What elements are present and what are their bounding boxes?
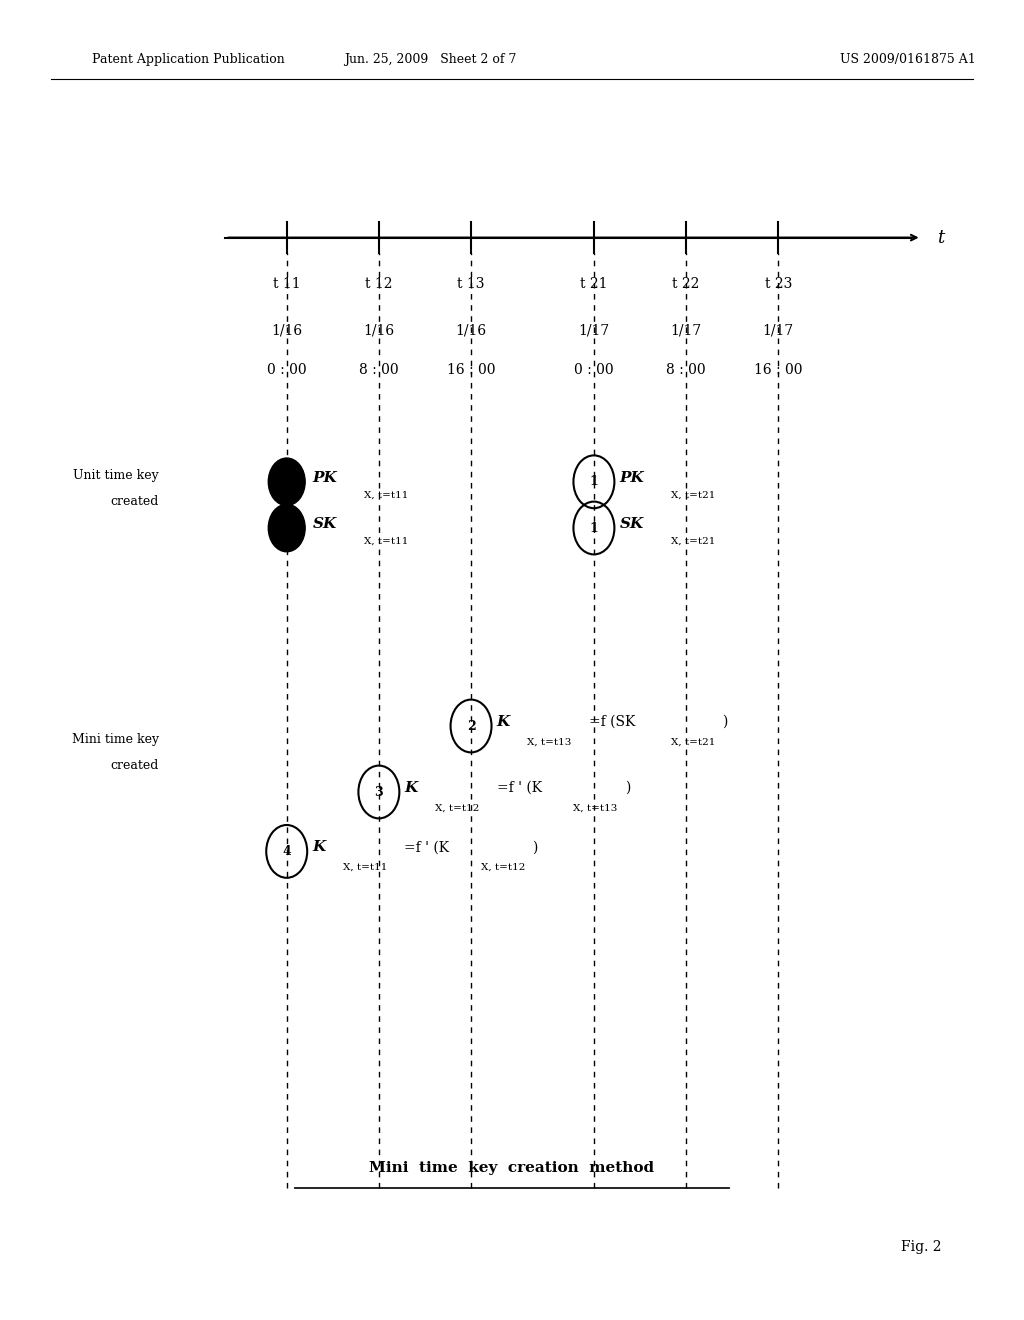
Text: Unit time key: Unit time key [73,469,159,482]
Text: 1/17: 1/17 [671,323,701,338]
Text: ): ) [532,841,538,854]
Text: 1: 1 [590,475,598,488]
Text: created: created [111,759,159,772]
Text: Mini time key: Mini time key [72,733,159,746]
Text: t 22: t 22 [673,277,699,292]
Text: 0 : 00: 0 : 00 [574,363,613,378]
Text: 4: 4 [283,845,291,858]
Text: =f (SK: =f (SK [589,715,635,729]
Text: 1/16: 1/16 [364,323,394,338]
Text: t 12: t 12 [366,277,392,292]
Text: K: K [404,781,418,795]
Text: t: t [937,228,944,247]
Text: X, t=t21: X, t=t21 [671,738,715,746]
Text: Patent Application Publication: Patent Application Publication [92,53,285,66]
Text: Mini  time  key  creation  method: Mini time key creation method [370,1162,654,1175]
Text: X, t=t13: X, t=t13 [527,738,571,746]
Text: X, t=t12: X, t=t12 [481,863,525,871]
Text: t 11: t 11 [273,277,300,292]
Text: X, t=t21: X, t=t21 [671,491,715,499]
Text: X, t=t21: X, t=t21 [671,537,715,545]
Text: Jun. 25, 2009   Sheet 2 of 7: Jun. 25, 2009 Sheet 2 of 7 [344,53,516,66]
Text: K: K [312,841,326,854]
Text: PK: PK [312,471,337,484]
Text: ): ) [722,715,727,729]
Text: 0 : 00: 0 : 00 [267,363,306,378]
Text: 16 : 00: 16 : 00 [446,363,496,378]
Text: t 23: t 23 [765,277,792,292]
Text: Fig. 2: Fig. 2 [901,1241,942,1254]
Text: 1/16: 1/16 [271,323,302,338]
Text: SK: SK [312,517,337,531]
Text: t 21: t 21 [581,277,607,292]
Text: =f ' (K: =f ' (K [404,841,450,854]
Text: 1/17: 1/17 [763,323,794,338]
Text: X, t=t11: X, t=t11 [364,537,408,545]
Text: ): ) [625,781,630,795]
Text: US 2009/0161875 A1: US 2009/0161875 A1 [840,53,976,66]
Text: X, t=t13: X, t=t13 [573,804,617,812]
Text: PK: PK [620,471,644,484]
Text: K: K [497,715,510,729]
Text: 8 : 00: 8 : 00 [667,363,706,378]
Circle shape [268,504,305,552]
Text: created: created [111,495,159,508]
Text: 16 : 00: 16 : 00 [754,363,803,378]
Text: t 13: t 13 [458,277,484,292]
Text: 8 : 00: 8 : 00 [359,363,398,378]
Text: 1/16: 1/16 [456,323,486,338]
Text: 3: 3 [375,785,383,799]
Text: 1: 1 [590,521,598,535]
Text: X, t=t11: X, t=t11 [364,491,408,499]
Text: SK: SK [620,517,644,531]
Text: =f ' (K: =f ' (K [497,781,542,795]
Circle shape [268,458,305,506]
Text: 2: 2 [467,719,475,733]
Text: X, t=t11: X, t=t11 [343,863,387,871]
Text: X, t=t12: X, t=t12 [435,804,479,812]
Text: 1/17: 1/17 [579,323,609,338]
